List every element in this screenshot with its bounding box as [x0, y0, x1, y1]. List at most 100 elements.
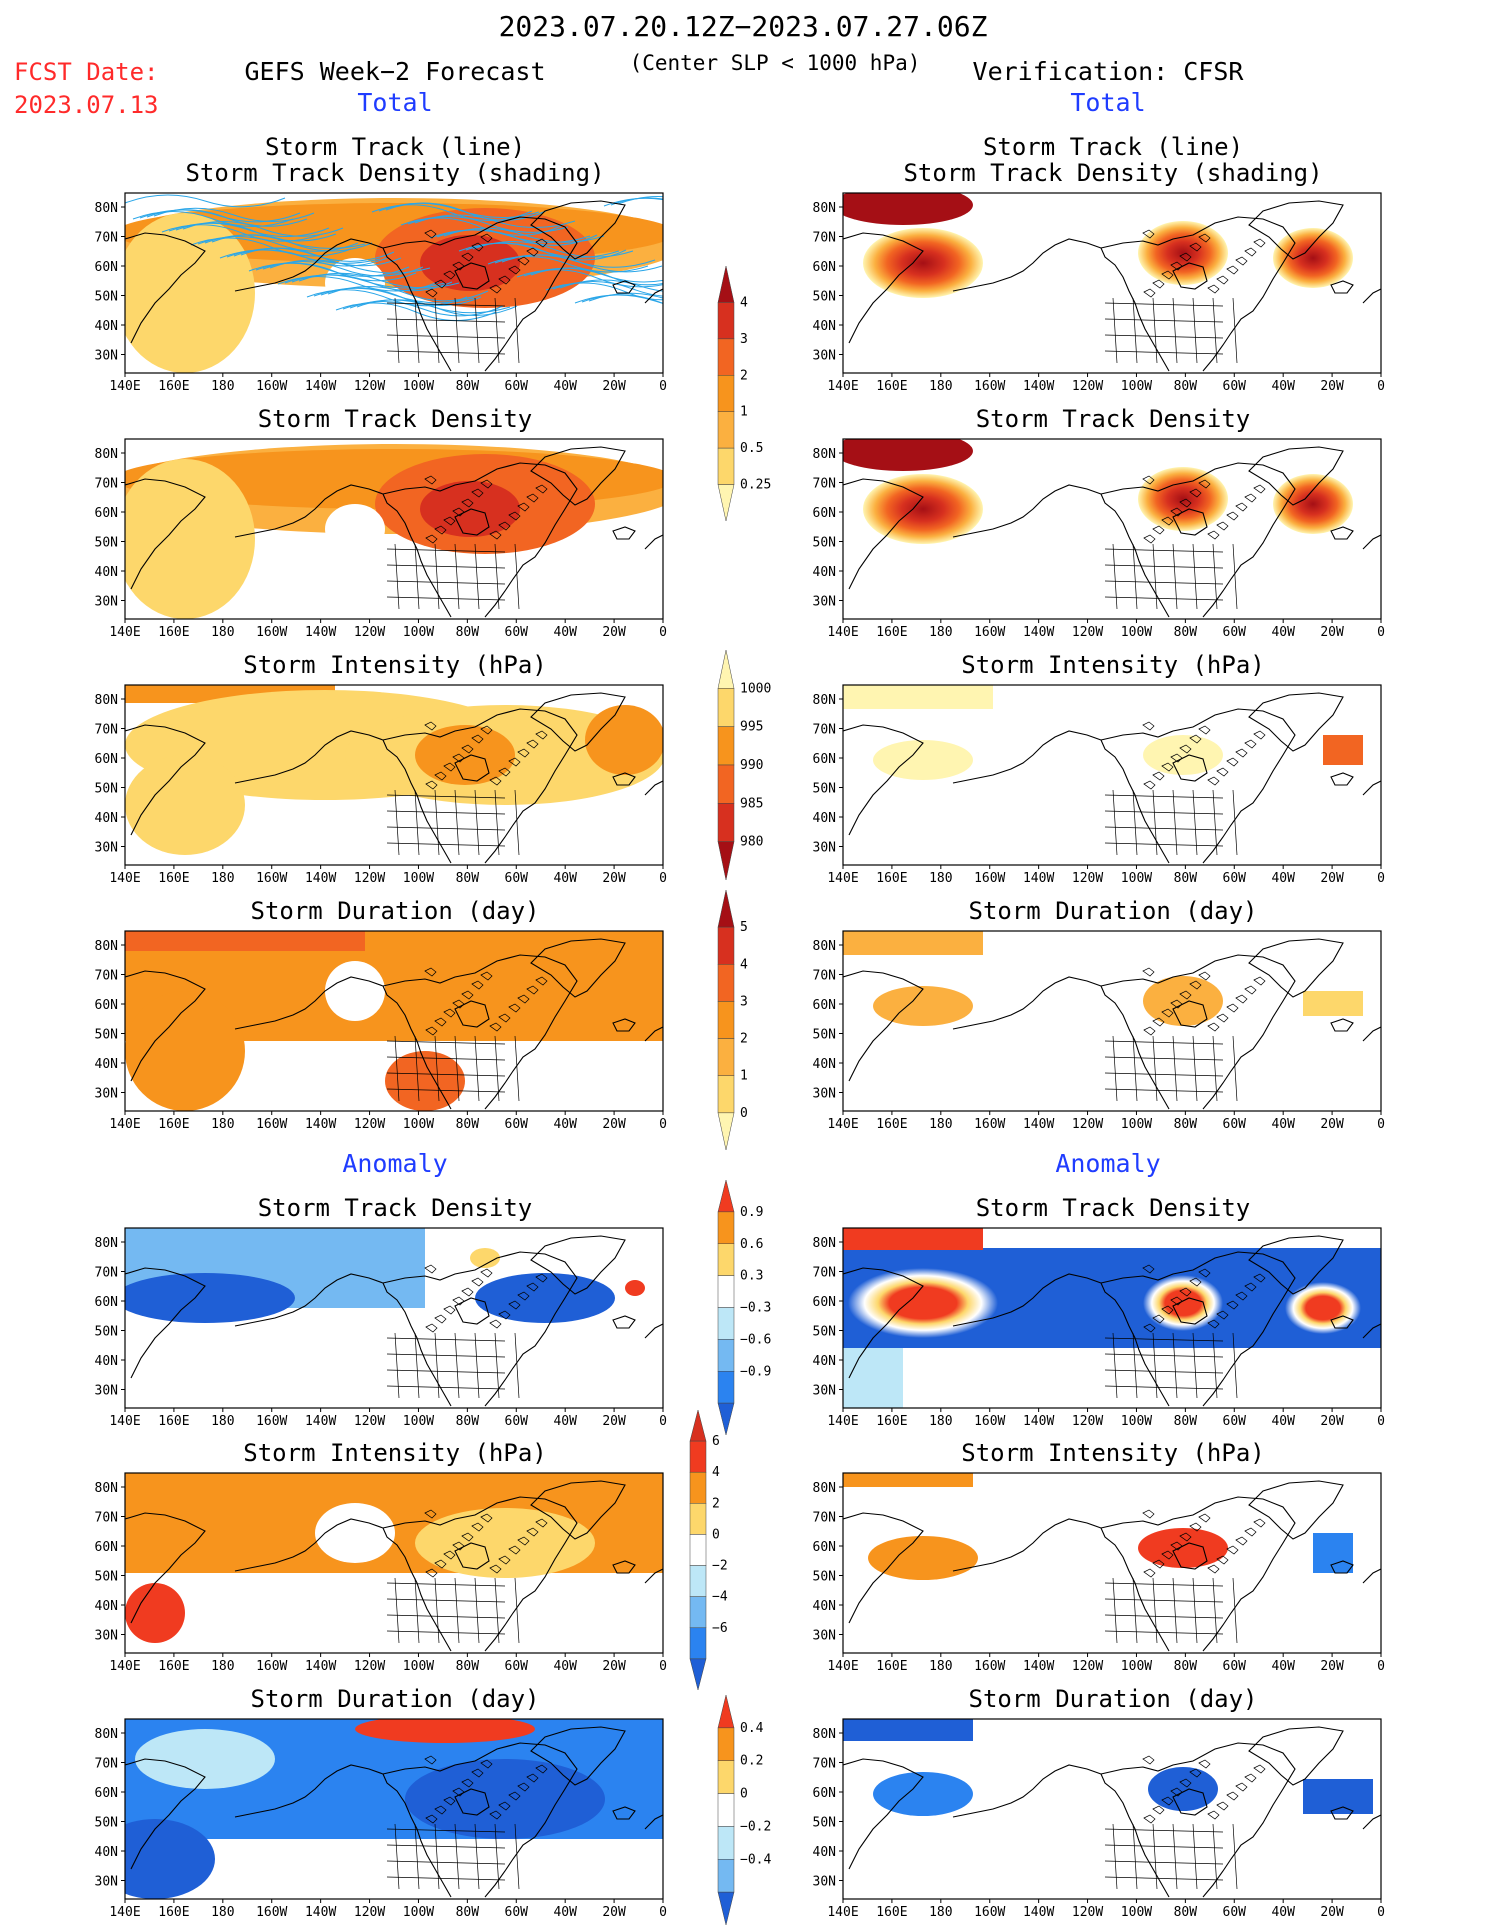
lon-tick-label: 40W — [553, 1117, 577, 1132]
lon-tick-label: 40W — [553, 625, 577, 640]
lon-tick-label: 80W — [456, 1414, 480, 1429]
lon-tick-label: 160E — [876, 379, 907, 394]
colorbar-label: 5 — [740, 920, 748, 935]
lon-tick-label: 160E — [158, 871, 189, 886]
lat-tick-label: 30N — [95, 349, 118, 364]
map-panel-anom_intensity-verification: 140E 160E 180 160W 140W 120W 100W 80W 60W 40W 20W 0… — [813, 1472, 1385, 1674]
colorbar-swatch — [689, 1534, 707, 1566]
map-frame — [124, 1227, 664, 1409]
lat-tick-label: 50N — [95, 1816, 118, 1831]
lat-tick-label: 50N — [813, 290, 836, 305]
lon-tick-label: 0 — [659, 1117, 667, 1132]
colorbar-swatch — [717, 1075, 735, 1114]
lon-tick-label: 0 — [1377, 625, 1385, 640]
map-panel-intensity-forecast: 140E 160E 180 160W 140W 120W 100W 80W 60W 40W 20W 0… — [95, 684, 667, 886]
lon-tick-label: 140W — [1023, 871, 1054, 886]
lon-tick-label: 120W — [354, 1905, 385, 1920]
lon-tick-label: 120W — [1072, 1414, 1103, 1429]
lat-tick-label: 40N — [95, 319, 118, 334]
lon-tick-label: 160W — [256, 1905, 287, 1920]
lat-tick-label: 30N — [95, 1629, 118, 1644]
lat-tick-label: 40N — [95, 811, 118, 826]
colorbar-intensity_anom: 6 4 2 0 −2 −4 −6 — [689, 1409, 728, 1691]
colorbar-label: 985 — [740, 796, 763, 811]
colorbar-label: 980 — [740, 835, 763, 850]
lon-tick-label: 160E — [158, 1414, 189, 1429]
colorbar-cap — [717, 1112, 735, 1151]
lon-tick-label: 160E — [876, 1659, 907, 1674]
colorbar-swatch — [689, 1565, 707, 1597]
lon-tick-label: 180 — [211, 1414, 234, 1429]
lon-tick-label: 60W — [505, 625, 529, 640]
lat-tick-label: 80N — [95, 693, 118, 708]
colorbar-swatch — [717, 338, 735, 376]
lon-tick-label: 0 — [659, 871, 667, 886]
map-frame — [842, 684, 1382, 866]
colorbar-label: 995 — [740, 720, 763, 735]
lat-tick-label: 40N — [95, 1354, 118, 1369]
lon-tick-label: 40W — [1271, 1659, 1295, 1674]
colorbar-swatch — [717, 803, 735, 842]
map-panel-anom_duration-verification: 140E 160E 180 160W 140W 120W 100W 80W 60W 40W 20W 0… — [813, 1718, 1385, 1920]
lon-tick-label: 0 — [1377, 1414, 1385, 1429]
colorbar-label: −0.6 — [740, 1332, 771, 1347]
colorbar-swatch — [717, 1339, 735, 1372]
lat-tick-label: 40N — [95, 1057, 118, 1072]
lon-tick-label: 40W — [553, 379, 577, 394]
lon-tick-label: 80W — [456, 379, 480, 394]
lat-tick-label: 50N — [813, 1816, 836, 1831]
lon-tick-label: 0 — [1377, 1117, 1385, 1132]
lon-tick-label: 20W — [602, 1905, 626, 1920]
lon-tick-label: 100W — [403, 871, 434, 886]
colorbar-label: −6 — [712, 1621, 728, 1636]
lon-tick-label: 60W — [505, 1117, 529, 1132]
lat-tick-label: 70N — [95, 723, 118, 738]
lon-tick-label: 100W — [403, 1659, 434, 1674]
title-duration-right: Storm Duration (day) — [969, 897, 1258, 925]
lon-tick-label: 80W — [456, 1659, 480, 1674]
title-duration-anom-left: Storm Duration (day) — [251, 1685, 540, 1713]
colorbar-label: 2 — [740, 1032, 748, 1047]
colorbar-label: 6 — [712, 1434, 720, 1449]
lon-tick-label: 160E — [158, 625, 189, 640]
map-panel-anom_intensity-forecast: 140E 160E 180 160W 140W 120W 100W 80W 60W 40W 20W 0… — [95, 1472, 667, 1674]
lat-tick-label: 60N — [813, 1295, 836, 1310]
lon-tick-label: 180 — [929, 1414, 952, 1429]
lon-tick-label: 140E — [109, 379, 140, 394]
lon-tick-label: 140E — [109, 1117, 140, 1132]
lon-tick-label: 100W — [1121, 1659, 1152, 1674]
lat-tick-label: 70N — [813, 723, 836, 738]
title-intensity-right: Storm Intensity (hPa) — [961, 651, 1264, 679]
lat-tick-label: 80N — [95, 447, 118, 462]
lon-tick-label: 160E — [158, 379, 189, 394]
lon-tick-label: 160W — [974, 625, 1005, 640]
lon-tick-label: 180 — [929, 1905, 952, 1920]
lat-tick-label: 30N — [813, 349, 836, 364]
lon-tick-label: 180 — [929, 379, 952, 394]
colorbar-label: 2 — [712, 1496, 720, 1511]
map-frame — [842, 930, 1382, 1112]
lon-tick-label: 140E — [827, 1659, 858, 1674]
map-frame — [124, 192, 664, 374]
colorbar-swatch — [717, 1859, 735, 1893]
colorbar-label: −4 — [712, 1590, 728, 1605]
verification-column-title: Verification: CFSR — [973, 57, 1245, 86]
lat-tick-label: 60N — [813, 260, 836, 275]
lon-tick-label: 180 — [929, 625, 952, 640]
lon-tick-label: 160W — [974, 379, 1005, 394]
lon-tick-label: 120W — [354, 1659, 385, 1674]
lon-tick-label: 40W — [553, 1905, 577, 1920]
lat-tick-label: 30N — [95, 1384, 118, 1399]
colorbar-label: 1 — [740, 405, 748, 420]
colorbar-intensity_total: 1000 995 990 985 980 — [717, 649, 771, 881]
lat-tick-label: 60N — [95, 752, 118, 767]
lon-tick-label: 140E — [109, 625, 140, 640]
colorbar-swatch — [689, 1440, 707, 1473]
title-track-shading-left: Storm Track Density (shading) — [185, 159, 604, 187]
lat-tick-label: 50N — [95, 1325, 118, 1340]
map-frame — [842, 1718, 1382, 1900]
lon-tick-label: 180 — [929, 1659, 952, 1674]
lat-tick-label: 60N — [813, 1786, 836, 1801]
lon-tick-label: 120W — [354, 379, 385, 394]
colorbar-swatch — [717, 1243, 735, 1276]
